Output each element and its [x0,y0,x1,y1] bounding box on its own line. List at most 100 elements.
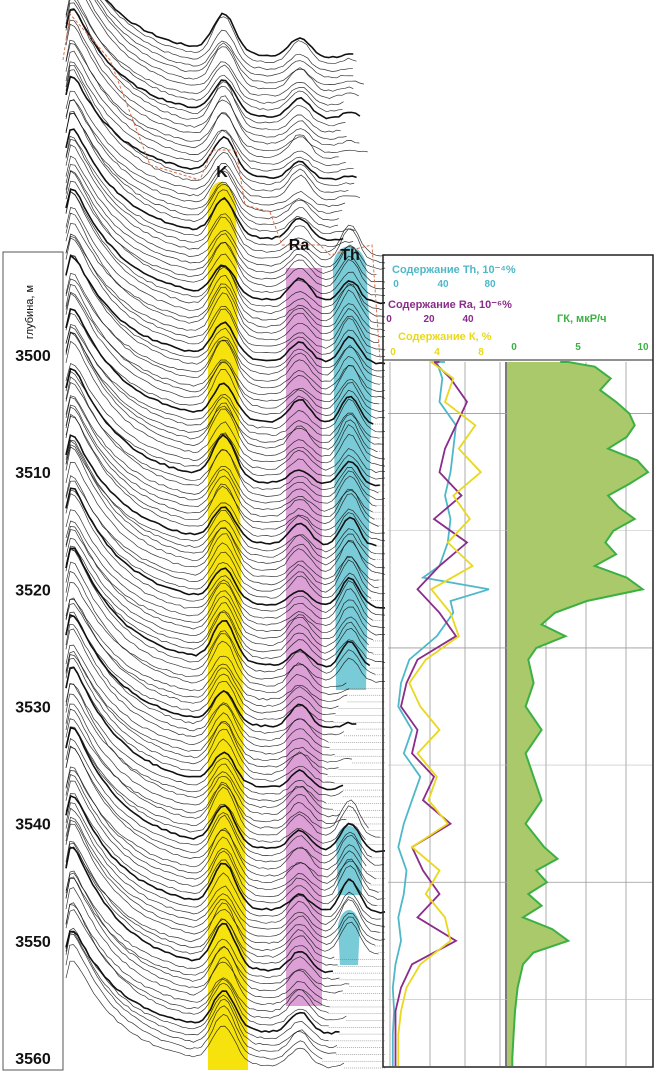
spectrum-line [65,292,385,413]
spectrum-line [65,930,340,1035]
spectrum-line [65,138,386,257]
spectrum-line [65,840,335,960]
spectrum-line [65,870,343,994]
spectrum-line [65,876,327,1000]
spectrum-line [65,413,386,542]
spectrum-line [65,8,361,120]
spectrum-line [65,461,379,581]
spectrum-line [65,155,386,270]
ra-tick-20: 20 [423,314,435,325]
spectrum-line [65,846,333,974]
spectrum-line [96,0,354,79]
spectrum-line [65,597,336,715]
spectrum-line [65,90,361,201]
depth-tick-3560: 3560 [15,1051,51,1068]
spectrum-line [65,446,386,575]
spectrum-line [65,164,377,276]
spectrum-line [65,598,348,702]
spectrum-line [65,42,368,153]
k-axis-title: Содержание К, % [398,331,492,343]
log-panel-frame [382,254,654,1068]
spectrum-line [65,331,386,460]
spectrum-line [104,0,357,64]
depth-tick-3540: 3540 [15,817,51,834]
spectrum-line [65,545,374,654]
spectrum-line [65,99,346,208]
spectrum-line [65,475,386,595]
spectrum-line [65,0,344,106]
spectrum-line [65,843,338,966]
spectrum-line [65,816,380,933]
spectrum-line [65,960,345,1069]
th-axis-title: Содержание Th, 10⁻⁴% [392,264,516,276]
spectrum-line [65,489,372,599]
spectrum-line [65,944,323,1060]
log-curves [391,361,650,1066]
spectrum-line [65,581,347,689]
spectrum-line [65,340,386,467]
spectrum-line [65,191,386,318]
spectrum-line [65,746,384,866]
spectrum-line [65,615,334,723]
spectrum-line [65,774,379,893]
gk-axis-title: ГК, мкР/ч [557,313,606,325]
log-curve-th [391,361,490,1066]
spectrum-line [65,312,386,419]
depth-tick-labels: 3500 3510 3520 3530 3540 3550 3560 [15,348,51,1068]
spectrum-line [65,326,386,433]
spectrum-line [65,331,378,453]
spectrum-line [65,128,344,242]
spectrum-line [65,376,386,501]
k-tick-8: 8 [478,347,484,358]
spectrum-line [65,682,344,797]
peak-label-k: K [216,164,228,181]
spectrum-line [65,570,350,695]
spectrum-line [65,7,341,133]
spectrum-line [65,526,374,641]
spectrum-line [65,254,386,365]
spectrum-line [65,170,386,296]
spectrum-line [65,644,335,756]
spectrum-line [65,561,386,683]
spectrum-line [65,927,329,1041]
spectrum-line [65,381,379,494]
spectrum-line [65,50,346,166]
spectrum-line [65,613,357,729]
k-tick-4: 4 [434,347,440,358]
spectrum-line [65,135,354,248]
spectrum-line [65,307,374,425]
gk-area-fill [507,362,648,1066]
spectrum-line [65,727,380,838]
spectrum-line [65,549,376,675]
spectrum-line [65,708,369,829]
spectrum-line [65,726,386,853]
th-tick-0: 0 [393,279,399,290]
th-tick-40: 40 [437,279,449,290]
spectrum-line [65,99,343,214]
spectrum-line [65,887,330,1008]
spectrum-line [65,872,340,980]
spectrum-line [65,487,386,609]
peak-label-ra: Ra [289,237,310,254]
spectrum-line [105,0,354,59]
spectrum-line [65,69,349,193]
spectrum-line [65,628,330,749]
spectrum-line [65,434,377,547]
spectrum-line [65,235,379,344]
spectrum-line [65,23,360,146]
spectrum-line [65,823,376,946]
spectrum-line [65,738,372,858]
log-curve-ra [394,361,469,1066]
spectrum-line [94,0,364,86]
spectrum-line [65,520,386,629]
spectrum-line [65,611,345,736]
ra-tick-0: 0 [386,314,392,325]
spectrum-line [65,603,339,709]
spectrum-line [65,666,335,784]
spectrum-line [65,480,379,589]
spectrum-line [65,61,354,174]
depth-tick-3510: 3510 [15,465,51,482]
spectrum-line [65,207,386,324]
depth-tick-3530: 3530 [15,700,51,717]
